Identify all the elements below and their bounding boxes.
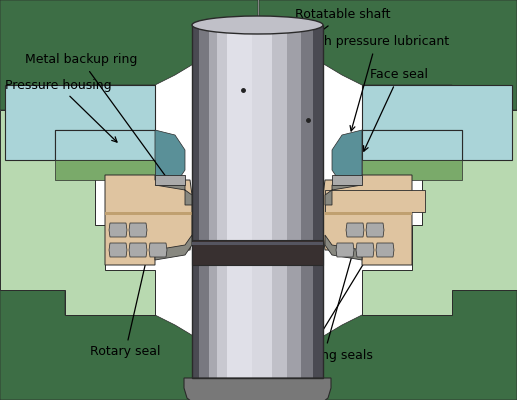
Polygon shape (325, 185, 362, 205)
Polygon shape (109, 223, 127, 237)
Bar (199, 25, 209, 378)
Polygon shape (362, 130, 462, 160)
Polygon shape (332, 175, 362, 185)
Polygon shape (362, 85, 512, 160)
Polygon shape (155, 130, 185, 190)
Text: Rotary seal: Rotary seal (90, 226, 160, 358)
Polygon shape (259, 290, 517, 400)
Polygon shape (366, 223, 384, 237)
Text: Metal backup ring: Metal backup ring (25, 54, 170, 182)
Polygon shape (325, 235, 362, 260)
Bar (301, 25, 313, 378)
Polygon shape (346, 223, 364, 237)
Text: Face seal: Face seal (363, 68, 428, 151)
Polygon shape (105, 175, 192, 265)
Bar (313, 25, 323, 378)
Polygon shape (5, 85, 155, 160)
Bar (209, 25, 217, 378)
Polygon shape (0, 290, 258, 400)
Bar (252, 25, 272, 378)
Bar (192, 25, 199, 378)
Bar (287, 25, 301, 378)
Bar (192, 242, 323, 245)
Polygon shape (356, 243, 374, 257)
Text: Balancing seals: Balancing seals (275, 249, 373, 362)
Bar (272, 25, 287, 378)
Polygon shape (155, 175, 185, 185)
Bar (105, 212, 192, 215)
Polygon shape (155, 185, 192, 205)
Bar (217, 25, 227, 378)
Polygon shape (149, 243, 167, 257)
Polygon shape (155, 235, 192, 260)
Polygon shape (109, 243, 127, 257)
Text: Rotatable shaft: Rotatable shaft (246, 8, 390, 88)
Polygon shape (259, 0, 517, 110)
Bar (192, 25, 323, 378)
Ellipse shape (192, 16, 323, 34)
Polygon shape (362, 85, 517, 315)
Polygon shape (0, 0, 258, 110)
Polygon shape (129, 243, 147, 257)
Bar (55, 160, 155, 180)
Polygon shape (323, 175, 412, 265)
Polygon shape (376, 243, 394, 257)
Bar (227, 25, 252, 378)
Bar (192, 240, 323, 265)
Polygon shape (129, 223, 147, 237)
Polygon shape (184, 378, 331, 400)
Polygon shape (55, 130, 155, 160)
Polygon shape (336, 243, 354, 257)
Bar (362, 160, 462, 180)
Text: Pressure housing: Pressure housing (5, 78, 117, 142)
Bar (325, 190, 425, 212)
Polygon shape (0, 85, 155, 315)
Text: High pressure lubricant: High pressure lubricant (303, 36, 449, 131)
Polygon shape (332, 130, 362, 190)
Bar (325, 212, 412, 215)
